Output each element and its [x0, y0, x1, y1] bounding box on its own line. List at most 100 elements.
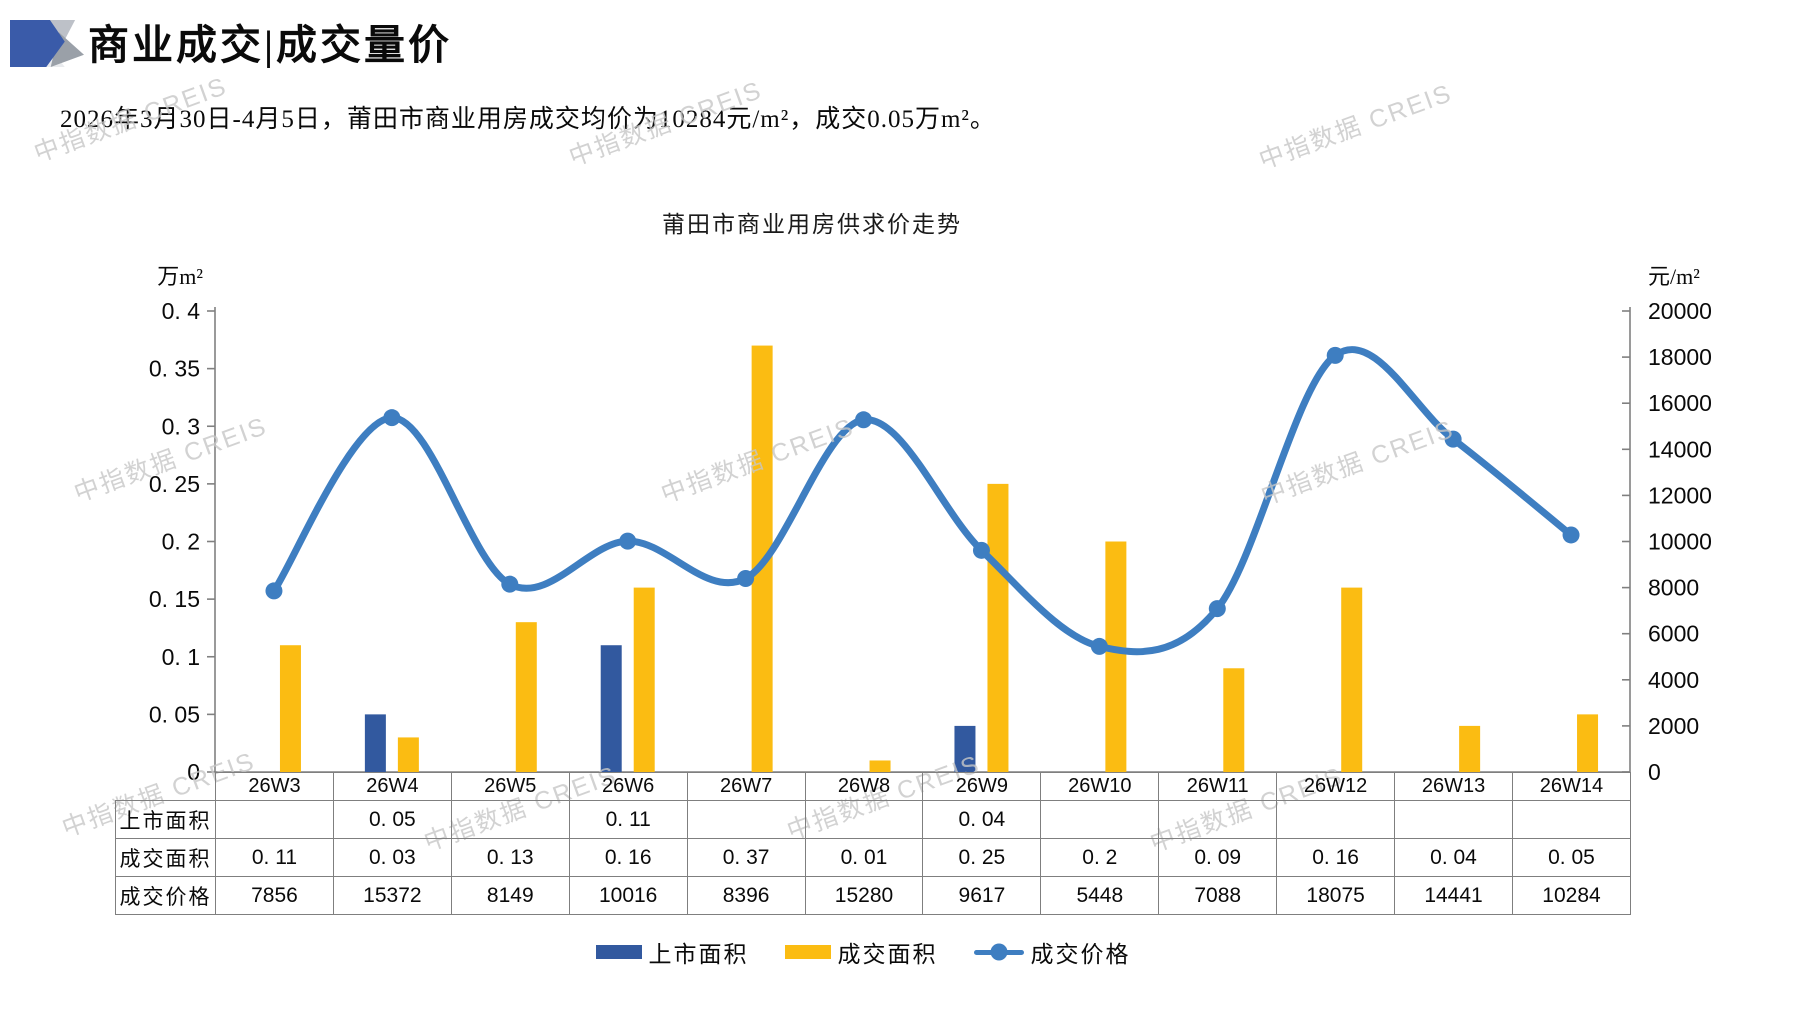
bar-sold-area-26W10 [1105, 541, 1127, 772]
table-cell: 0. 2 [1040, 838, 1160, 877]
table-week-header: 26W11 [1158, 772, 1278, 801]
left-axis-tick-label: 0. 05 [149, 701, 200, 727]
table-cell [215, 800, 334, 839]
legend-label: 成交面积 [837, 942, 938, 967]
table-cell: 0. 25 [922, 838, 1042, 877]
bar-sold-area-26W8 [869, 760, 891, 772]
table-week-header: 26W12 [1276, 772, 1396, 801]
table-week-header: 26W14 [1511, 772, 1632, 801]
page-title: 商业成交|成交量价 [88, 22, 453, 68]
right-axis-tick-label: 6000 [1648, 621, 1699, 647]
legend-line-marker [990, 943, 1007, 961]
left-axis-tick-label: 0. 25 [149, 471, 200, 497]
chart-legend: 上市面积 成交面积 成交价格 [215, 935, 1511, 969]
table-cell: 0. 05 [1511, 838, 1632, 877]
legend-bar-swatch-sold-area [784, 945, 831, 959]
right-axis-tick-label: 12000 [1648, 482, 1712, 508]
chart-data-table: 26W3 26W4 26W5 26W6 26W7 26W8 26W9 26W10 26W11 26… [115, 772, 1632, 915]
table-cell: 0. 16 [568, 838, 688, 877]
creis-logo [10, 20, 84, 67]
right-axis-tick-label: 8000 [1648, 575, 1699, 601]
bar-listed-area-26W9 [954, 725, 976, 772]
table-cell: 8149 [450, 876, 570, 915]
right-axis-tick-label: 20000 [1648, 298, 1712, 324]
table-cell [804, 800, 924, 839]
table-week-header: 26W13 [1394, 772, 1513, 801]
price-line [270, 346, 1575, 656]
table-week-header: 26W9 [922, 772, 1042, 801]
table-cell: 0. 37 [686, 838, 806, 877]
bar-sold-area-26W12 [1341, 587, 1363, 772]
table-row: 成交面积 0. 11 0. 03 0. 13 0. 16 0. 37 0. 01 0. 25 0… [115, 838, 1632, 877]
right-axis-tick-label: 14000 [1648, 436, 1712, 462]
table-cell [686, 800, 806, 839]
table-week-header: 26W7 [686, 772, 806, 801]
legend-item-listed-area: 上市面积 [595, 935, 749, 969]
table-cell: 0. 03 [332, 838, 452, 877]
price-marker-26W4 [383, 409, 401, 427]
left-axis-tick-label: 0. 1 [162, 644, 200, 670]
left-axis-unit-label: 万m² [157, 264, 203, 289]
table-cell [1158, 800, 1278, 839]
table-row-label: 成交面积 [115, 838, 216, 877]
left-axis-tick-label: 0. 4 [162, 298, 201, 324]
table-cell: 7856 [215, 876, 334, 915]
bar-sold-area-26W13 [1459, 725, 1481, 772]
table-row: 上市面积 0. 05 0. 11 0. 04 [115, 800, 1632, 839]
right-axis-tick-label: 2000 [1648, 713, 1699, 739]
table-cell: 7088 [1158, 876, 1278, 915]
table-cell: 0. 04 [1394, 838, 1513, 877]
bar-sold-area-26W3 [279, 645, 301, 772]
table-cell: 0. 16 [1276, 838, 1396, 877]
table-week-header: 26W8 [804, 772, 924, 801]
chart-title: 莆田市商业用房供求价走势 [662, 212, 962, 237]
table-cell: 8396 [686, 876, 806, 915]
right-axis-tick-label: 18000 [1648, 344, 1712, 370]
price-marker-26W14 [1562, 526, 1580, 544]
table-cell: 0. 13 [450, 838, 570, 877]
table-cell: 0. 04 [922, 800, 1042, 839]
table-cell: 0. 11 [568, 800, 688, 839]
table-cell: 5448 [1040, 876, 1160, 915]
legend-line-swatch-avg-price [973, 943, 1024, 961]
table-week-header: 26W6 [568, 772, 688, 801]
price-marker-26W13 [1444, 430, 1462, 448]
table-week-header: 26W4 [332, 772, 452, 801]
price-marker-26W5 [501, 575, 519, 593]
bar-sold-area-26W6 [633, 587, 655, 772]
table-cell: 10284 [1511, 876, 1632, 915]
bar-listed-area-26W6 [600, 645, 622, 772]
table-cell [1511, 800, 1632, 839]
left-axis-tick-label: 0. 2 [162, 529, 200, 555]
legend-bar-swatch-listed-area [595, 945, 642, 959]
table-week-header: 26W3 [215, 772, 334, 801]
price-marker-26W7 [737, 569, 755, 587]
price-marker-26W9 [972, 541, 990, 559]
legend-label: 成交价格 [1030, 942, 1131, 967]
bar-sold-area-26W9 [987, 483, 1009, 772]
left-axis-tick-label: 0. 35 [149, 356, 200, 382]
left-axis-tick-label: 0 [187, 759, 200, 785]
right-axis-tick-label: 0 [1648, 759, 1661, 785]
table-cell: 15280 [804, 876, 924, 915]
table-corner-cell [116, 773, 216, 801]
right-axis-tick-label: 4000 [1648, 667, 1699, 693]
bar-listed-area-26W4 [364, 714, 386, 772]
table-cell [1394, 800, 1513, 839]
left-axis-tick-label: 0. 15 [149, 586, 200, 612]
table-cell [450, 800, 570, 839]
table-cell: 18075 [1276, 876, 1396, 915]
table-cell: 0. 09 [1158, 838, 1278, 877]
legend-item-avg-price: 成交价格 [973, 935, 1131, 969]
price-marker-26W11 [1208, 600, 1226, 618]
table-week-header: 26W5 [450, 772, 570, 801]
legend-label: 上市面积 [648, 942, 749, 967]
table-cell: 9617 [922, 876, 1042, 915]
left-axis-tick-label: 0. 3 [162, 413, 200, 439]
bar-sold-area-26W5 [515, 622, 537, 772]
table-cell: 10016 [568, 876, 688, 915]
table-week-header: 26W10 [1040, 772, 1160, 801]
table-cell: 0. 05 [332, 800, 452, 839]
price-marker-26W12 [1326, 346, 1344, 364]
table-cell: 15372 [332, 876, 452, 915]
